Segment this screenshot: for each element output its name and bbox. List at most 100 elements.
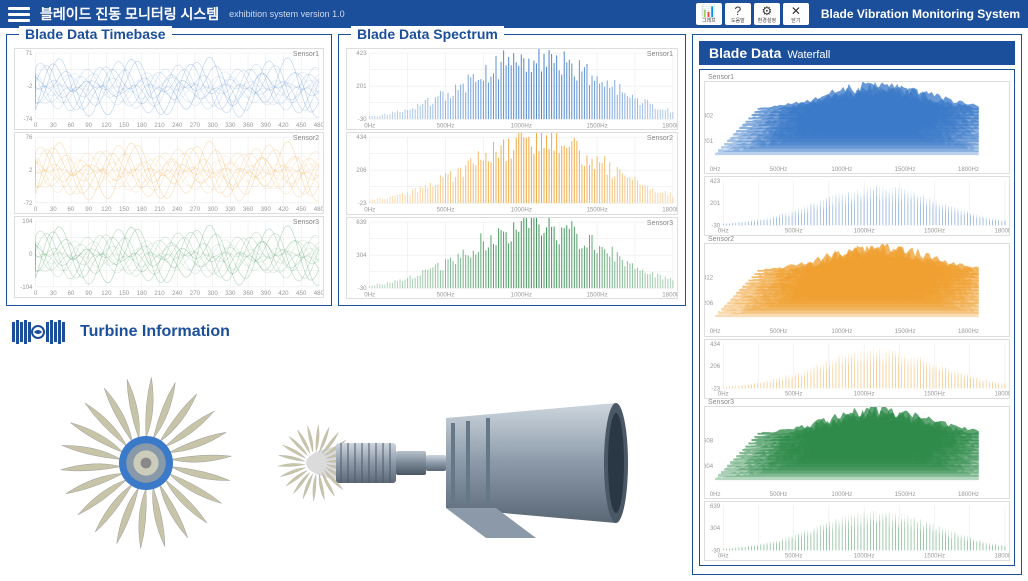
- svg-text:30: 30: [50, 290, 57, 297]
- help-icon: ?: [735, 5, 742, 17]
- svg-text:201: 201: [710, 200, 721, 207]
- menu-icon[interactable]: [8, 3, 30, 25]
- svg-text:210: 210: [154, 122, 165, 129]
- header-title-en: Blade Vibration Monitoring System: [821, 7, 1020, 21]
- svg-text:180: 180: [137, 122, 148, 129]
- svg-text:500Hz: 500Hz: [437, 291, 455, 298]
- waterfall-sensor3: Sensor3 3046080Hz500Hz1000Hz1500Hz1800Hz…: [704, 399, 1010, 561]
- spectrum-chart-sensor2: Sensor20Hz500Hz1000Hz1500Hz1800Hz-232064…: [346, 132, 678, 214]
- timebase-panel: Blade Data Timebase Sensor10306090120150…: [6, 34, 332, 306]
- svg-text:1500Hz: 1500Hz: [924, 552, 945, 559]
- svg-text:330: 330: [225, 206, 236, 213]
- turbine-logo-icon: [12, 318, 72, 346]
- waterfall-sensor2: Sensor2 2064120Hz500Hz1000Hz1500Hz1800Hz…: [704, 236, 1010, 398]
- svg-text:1500Hz: 1500Hz: [895, 492, 916, 498]
- header-subtitle: exhibition system version 1.0: [229, 9, 345, 19]
- svg-text:0Hz: 0Hz: [364, 207, 375, 214]
- svg-text:240: 240: [172, 290, 183, 297]
- svg-text:1500Hz: 1500Hz: [586, 291, 607, 298]
- svg-text:1000Hz: 1000Hz: [831, 329, 852, 335]
- svg-text:30: 30: [50, 206, 57, 213]
- svg-text:270: 270: [190, 290, 201, 297]
- svg-text:201: 201: [705, 139, 714, 145]
- svg-text:90: 90: [85, 206, 92, 213]
- svg-text:120: 120: [101, 290, 112, 297]
- svg-text:1800Hz: 1800Hz: [994, 552, 1009, 559]
- svg-text:-23: -23: [358, 201, 367, 208]
- svg-text:90: 90: [85, 290, 92, 297]
- timebase-chart-sensor3: Sensor3030609012015018021024027030033036…: [14, 216, 324, 298]
- svg-text:0: 0: [34, 122, 38, 129]
- svg-text:300: 300: [208, 290, 219, 297]
- svg-text:1800Hz: 1800Hz: [662, 291, 677, 298]
- svg-text:104: 104: [22, 218, 33, 225]
- svg-text:240: 240: [172, 206, 183, 213]
- svg-text:1000Hz: 1000Hz: [511, 207, 532, 214]
- svg-text:1500Hz: 1500Hz: [895, 329, 916, 335]
- toolbar: 📊그래프 ?도움말 ⚙환경설정 ✕닫기: [696, 3, 809, 25]
- svg-text:300: 300: [208, 206, 219, 213]
- svg-text:1000Hz: 1000Hz: [511, 291, 532, 298]
- turbine-title: Turbine Information: [80, 323, 230, 341]
- spectrum-panel: Blade Data Spectrum Sensor10Hz500Hz1000H…: [338, 34, 686, 306]
- svg-text:0Hz: 0Hz: [710, 329, 721, 335]
- gear-icon: ⚙: [761, 5, 772, 17]
- svg-text:201: 201: [356, 83, 367, 90]
- toolbar-settings-button[interactable]: ⚙환경설정: [754, 3, 780, 25]
- svg-text:2: 2: [29, 167, 33, 174]
- svg-text:300: 300: [208, 122, 219, 129]
- chart-icon: 📊: [701, 5, 716, 17]
- svg-text:150: 150: [119, 122, 130, 129]
- svg-text:0: 0: [29, 251, 33, 258]
- spectrum-title: Blade Data Spectrum: [351, 26, 504, 42]
- svg-text:1000Hz: 1000Hz: [854, 228, 875, 235]
- svg-text:1000Hz: 1000Hz: [854, 552, 875, 559]
- toolbar-help-button[interactable]: ?도움말: [725, 3, 751, 25]
- close-icon: ✕: [791, 5, 801, 17]
- toolbar-close-button[interactable]: ✕닫기: [783, 3, 809, 25]
- svg-text:608: 608: [705, 438, 714, 444]
- svg-text:1000Hz: 1000Hz: [511, 122, 532, 129]
- svg-text:423: 423: [356, 50, 367, 57]
- svg-text:500Hz: 500Hz: [437, 207, 455, 214]
- svg-text:71: 71: [26, 50, 33, 57]
- waterfall-3d-sensor3: 3046080Hz500Hz1000Hz1500Hz1800Hz: [704, 406, 1010, 499]
- svg-text:330: 330: [225, 290, 236, 297]
- svg-text:-104: -104: [20, 284, 33, 291]
- svg-text:60: 60: [68, 290, 75, 297]
- svg-text:0Hz: 0Hz: [710, 492, 721, 498]
- timebase-chart-sensor2: Sensor2030609012015018021024027030033036…: [14, 132, 324, 214]
- svg-text:1800Hz: 1800Hz: [958, 492, 979, 498]
- svg-text:150: 150: [119, 290, 130, 297]
- svg-text:480: 480: [314, 206, 323, 213]
- turbine-engine-image: [256, 373, 636, 553]
- svg-text:150: 150: [119, 206, 130, 213]
- svg-text:0Hz: 0Hz: [364, 291, 375, 298]
- svg-text:-30: -30: [358, 116, 367, 123]
- svg-text:210: 210: [154, 290, 165, 297]
- svg-text:360: 360: [243, 206, 254, 213]
- svg-text:402: 402: [705, 113, 714, 119]
- svg-text:240: 240: [172, 122, 183, 129]
- svg-text:90: 90: [85, 122, 92, 129]
- toolbar-graph-button[interactable]: 📊그래프: [696, 3, 722, 25]
- svg-text:-30: -30: [358, 285, 367, 292]
- svg-text:1500Hz: 1500Hz: [586, 122, 607, 129]
- turbine-fan-image: [56, 373, 236, 553]
- waterfall-title: Blade Data Waterfall: [699, 41, 1015, 65]
- svg-text:76: 76: [26, 134, 33, 141]
- timebase-chart-sensor1: Sensor1030609012015018021024027030033036…: [14, 48, 324, 130]
- svg-text:0Hz: 0Hz: [710, 167, 721, 173]
- svg-text:1800Hz: 1800Hz: [662, 122, 677, 129]
- header-title-kr: 블레이드 진동 모니터링 시스템: [40, 4, 219, 24]
- svg-text:270: 270: [190, 122, 201, 129]
- svg-text:206: 206: [705, 301, 714, 307]
- svg-text:0Hz: 0Hz: [364, 122, 375, 129]
- svg-text:390: 390: [261, 122, 272, 129]
- svg-text:423: 423: [710, 178, 721, 185]
- svg-text:180: 180: [137, 290, 148, 297]
- svg-text:360: 360: [243, 290, 254, 297]
- svg-text:60: 60: [68, 122, 75, 129]
- svg-text:500Hz: 500Hz: [770, 329, 788, 335]
- svg-text:-72: -72: [24, 200, 33, 207]
